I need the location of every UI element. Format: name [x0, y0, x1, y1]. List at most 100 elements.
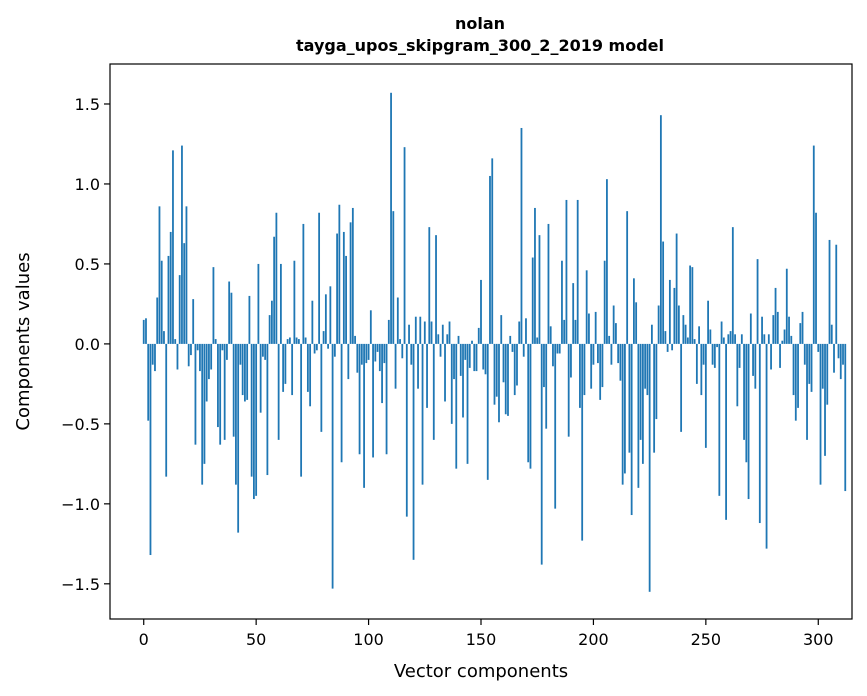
- bar-288: [790, 335, 793, 344]
- bar-307: [833, 343, 835, 373]
- bar-141: [459, 343, 462, 376]
- bar-88: [340, 343, 343, 463]
- bar-114: [399, 339, 401, 344]
- bar-96: [358, 343, 361, 455]
- bar-117: [405, 343, 408, 517]
- bar-271: [752, 343, 754, 376]
- bar-143: [464, 343, 467, 360]
- bar-177: [540, 343, 543, 565]
- bar-133: [441, 324, 444, 344]
- bar-28: [205, 343, 208, 402]
- bar-72: [304, 337, 307, 344]
- bar-102: [372, 343, 374, 458]
- bar-203: [599, 343, 602, 400]
- bar-151: [482, 343, 485, 370]
- bar-42: [237, 343, 240, 533]
- bar-24: [196, 343, 199, 351]
- bar-19: [185, 206, 188, 344]
- bar-31: [212, 267, 215, 344]
- bar-283: [779, 343, 781, 368]
- bar-124: [421, 343, 424, 485]
- bar-100: [367, 343, 370, 360]
- bar-12: [169, 231, 172, 344]
- bar-137: [450, 343, 453, 424]
- bar-6: [156, 297, 159, 344]
- bar-152: [484, 343, 487, 375]
- bar-57: [270, 300, 273, 344]
- bar-235: [671, 343, 674, 351]
- bar-233: [666, 343, 669, 352]
- y-axis-ticks: −1.5 −1.0 −0.5 0.0 0.5 1.0 1.5: [61, 95, 110, 594]
- bar-1: [145, 318, 147, 344]
- bar-280: [772, 315, 775, 344]
- bar-8: [160, 260, 163, 344]
- bar-70: [300, 343, 303, 477]
- bar-171: [527, 343, 530, 463]
- bar-78: [318, 212, 321, 344]
- bar-60: [277, 343, 280, 440]
- bar-253: [711, 343, 714, 365]
- bar-22: [192, 299, 195, 344]
- bar-25: [199, 343, 201, 372]
- bar-245: [693, 339, 696, 344]
- bar-265: [738, 343, 741, 368]
- bar-27: [203, 343, 206, 464]
- bar-115: [401, 343, 404, 359]
- bar-231: [662, 241, 665, 344]
- bar-51: [257, 263, 260, 344]
- bar-21: [190, 343, 192, 356]
- bar-261: [729, 331, 732, 344]
- bar-220: [637, 343, 640, 488]
- bar-127: [428, 227, 431, 344]
- bar-89: [342, 231, 345, 344]
- bar-47: [248, 295, 251, 344]
- bar-166: [516, 343, 518, 386]
- bar-217: [630, 343, 633, 516]
- bar-93: [351, 207, 354, 344]
- bar-292: [799, 323, 802, 344]
- y-tick-label: −1.0: [61, 495, 100, 514]
- bar-41: [235, 343, 237, 485]
- bar-126: [426, 343, 428, 408]
- bar-260: [727, 334, 730, 344]
- bar-160: [502, 343, 505, 383]
- y-tick-label: 0.5: [75, 255, 100, 274]
- bar-299: [815, 212, 817, 344]
- bar-84: [331, 343, 334, 589]
- bar-44: [241, 343, 244, 396]
- bar-291: [797, 343, 799, 408]
- bar-241: [684, 324, 687, 344]
- bar-297: [810, 343, 813, 392]
- bar-197: [585, 270, 588, 344]
- bar-7: [158, 206, 161, 344]
- bar-157: [495, 343, 498, 397]
- bar-82: [327, 343, 329, 349]
- bar-246: [695, 343, 698, 384]
- bar-273: [756, 259, 759, 344]
- bar-149: [477, 327, 480, 344]
- bar-148: [475, 343, 478, 372]
- bar-2: [147, 343, 150, 421]
- bar-52: [259, 343, 262, 413]
- chart-title: nolan: [455, 14, 505, 33]
- bar-105: [378, 343, 381, 372]
- bar-294: [803, 343, 806, 365]
- bar-169: [522, 343, 525, 357]
- bar-134: [444, 343, 446, 402]
- bar-215: [626, 211, 629, 344]
- bar-199: [590, 343, 593, 389]
- x-tick-label: 300: [803, 630, 834, 649]
- bar-278: [767, 334, 770, 344]
- bar-275: [761, 316, 763, 344]
- bar-26: [201, 343, 204, 485]
- bar-232: [664, 331, 667, 344]
- bar-49: [253, 343, 255, 500]
- bar-218: [633, 278, 635, 344]
- bar-216: [628, 343, 631, 453]
- bar-116: [403, 147, 406, 344]
- bar-16: [178, 275, 181, 344]
- bar-236: [673, 287, 676, 344]
- bar-276: [763, 334, 766, 344]
- y-tick-label: −1.5: [61, 575, 100, 594]
